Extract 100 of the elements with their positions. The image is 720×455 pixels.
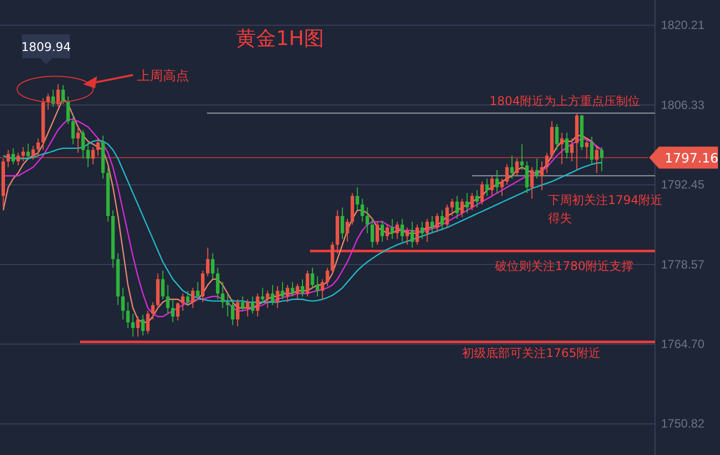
ref-line-label: 1804附近为上方重点压制位	[489, 94, 640, 108]
candlestick	[176, 302, 180, 322]
y-tick-label: 1778.57	[661, 257, 705, 272]
candlestick	[500, 178, 504, 196]
candlestick	[216, 267, 220, 300]
candlestick	[71, 114, 75, 145]
candlestick	[206, 247, 210, 277]
candlestick	[191, 287, 195, 308]
candlestick	[360, 198, 364, 222]
candlestick	[525, 160, 529, 194]
candlestick	[141, 314, 145, 336]
candlestick	[465, 192, 469, 214]
candlestick	[540, 160, 544, 191]
candlestick	[270, 284, 274, 306]
candlestick	[66, 96, 70, 125]
candlestick	[560, 132, 564, 165]
candlestick	[11, 148, 15, 165]
candlestick	[450, 198, 454, 217]
candlestick	[356, 186, 360, 211]
candlestick	[56, 84, 60, 108]
y-tick-label: 1806.33	[661, 98, 705, 112]
candlestick	[415, 224, 419, 246]
candlestick	[386, 224, 390, 241]
ref-line-label: 下周初关注1794附近得失	[548, 192, 663, 225]
candlestick	[210, 252, 214, 280]
candlestick	[61, 84, 65, 104]
candlestick	[186, 290, 190, 306]
candlestick	[340, 206, 344, 240]
candlestick	[96, 138, 100, 156]
candlestick	[151, 302, 155, 320]
ref-line-label: 初级底部可关注1765附近	[462, 346, 601, 360]
candlestick	[316, 276, 320, 297]
candlestick	[230, 298, 234, 326]
candlestick	[290, 282, 294, 297]
candlestick	[280, 282, 284, 300]
annotation: 1809.94	[21, 40, 71, 54]
candlestick	[296, 283, 300, 300]
candlestick	[320, 278, 324, 300]
candlestick	[306, 270, 310, 297]
candlestick	[166, 284, 170, 314]
candlestick	[430, 216, 434, 234]
candlestick	[565, 132, 569, 160]
candlestick	[76, 126, 80, 154]
candlestick	[396, 221, 400, 240]
candlestick	[600, 146, 604, 172]
candlestick	[86, 142, 90, 168]
candlestick	[455, 195, 459, 220]
candlestick	[405, 227, 409, 246]
text: 黄金1H图	[236, 26, 324, 50]
candlestick	[121, 287, 125, 320]
candlestick	[146, 310, 150, 334]
candlestick	[250, 296, 254, 314]
ref-line-label: 破位则关注1780附近支撑	[494, 259, 634, 274]
candlestick	[126, 302, 130, 329]
candlestick	[226, 293, 230, 318]
candlestick	[595, 146, 599, 174]
candlestick	[535, 158, 539, 180]
candlestick	[196, 282, 200, 300]
candlestick	[530, 166, 534, 200]
candlestick	[36, 138, 40, 156]
y-tick-label: 1820.21	[661, 18, 705, 32]
candlestick	[420, 221, 424, 240]
candlestick	[310, 267, 314, 288]
candlestick	[380, 220, 384, 242]
candlestick	[490, 175, 494, 196]
y-tick-label: 1750.82	[661, 416, 705, 431]
candlestick	[435, 212, 439, 233]
y-tick-label: 1792.45	[661, 178, 705, 192]
candlestick	[91, 146, 95, 165]
candlestick	[515, 158, 519, 176]
candlestick	[376, 221, 380, 246]
candlestick	[240, 296, 244, 312]
candlestick	[555, 124, 559, 150]
candlestick	[585, 138, 589, 160]
candlestick	[545, 152, 549, 174]
candlestick	[366, 206, 370, 234]
candlestick	[31, 145, 35, 160]
candlestick	[236, 298, 240, 327]
candlestick	[570, 138, 574, 162]
candlestick	[256, 293, 260, 318]
candlestick	[181, 293, 185, 312]
annotation: 上周高点	[137, 68, 189, 84]
candlestick	[171, 298, 175, 323]
candlestick	[475, 190, 479, 208]
candlestick	[131, 313, 135, 338]
candlestick	[480, 181, 484, 206]
candlestick	[16, 152, 20, 166]
candlestick	[370, 218, 374, 248]
candlestick	[520, 144, 524, 171]
candlestick	[445, 204, 449, 228]
candlestick	[390, 218, 394, 240]
candlestick	[460, 198, 464, 218]
candlestick	[136, 316, 140, 338]
candlestick	[286, 284, 290, 303]
candlestick	[590, 136, 594, 165]
candlestick	[161, 270, 165, 300]
candlestick	[246, 298, 250, 318]
candlestick	[410, 221, 414, 248]
candlestick	[81, 129, 85, 160]
candlestick	[26, 143, 30, 160]
